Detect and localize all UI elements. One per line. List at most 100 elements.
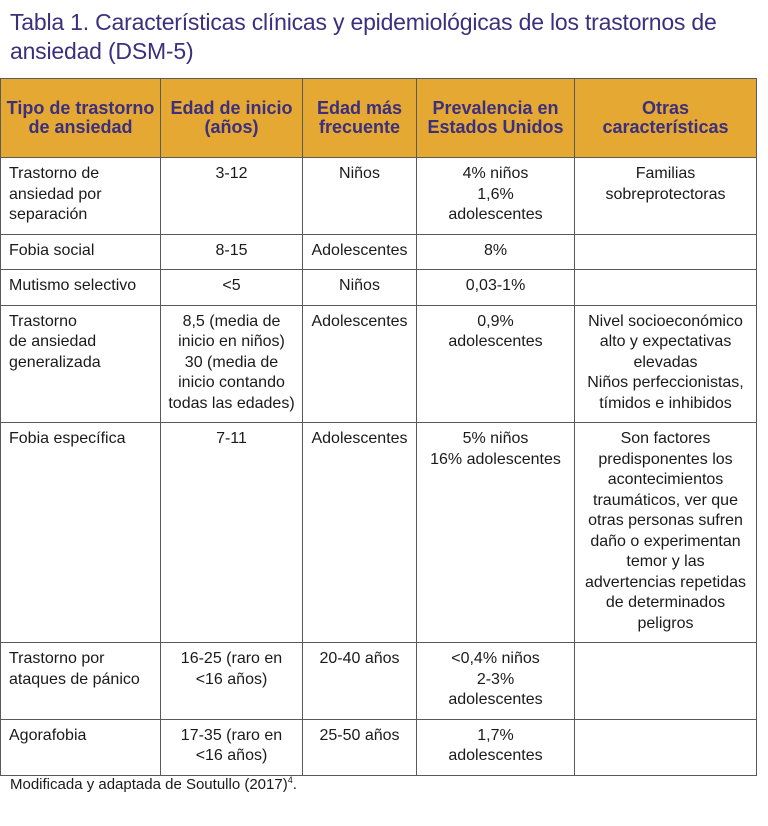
cell-text-line: tímidos e inhibidos — [599, 394, 732, 412]
cell-text-line: acontecimientos — [607, 471, 724, 488]
cell-edad-frecuente: Adolescentes — [302, 422, 417, 643]
table-row: Fobia social 8-15 Adolescentes 8% — [0, 233, 757, 270]
cell-text-line: Trastorno — [9, 312, 77, 330]
table-row: Agorafobia 17-35 (raro en <16 años) 25-50 a… — [0, 718, 757, 776]
cell-text-line: <16 años) — [195, 747, 268, 764]
cell-tipo: Trastorno de ansiedad generalizada — [0, 304, 161, 423]
cell-prevalencia: 5% niños 16% adolescentes — [416, 422, 575, 643]
cell-edad-frecuente: Niños — [302, 157, 417, 235]
cell-text-line: temor y las — [626, 553, 705, 570]
footnote-text: Modificada y adaptada de Soutullo (2017) — [10, 776, 288, 793]
cell-text-line: Adolescentes — [311, 430, 408, 447]
cell-edad-frecuente: Adolescentes — [302, 233, 417, 270]
cell-text-line: Mutismo selectivo — [9, 277, 137, 294]
cell-text-line: adolescentes — [448, 206, 543, 223]
cell-prevalencia: <0,4% niños 2-3% adolescentes — [416, 642, 575, 720]
cell-text-line: peligros — [637, 614, 694, 632]
cell-edad-inicio: 7-11 — [160, 422, 303, 643]
header-edad-inicio: Edad de inicio (años) — [160, 78, 303, 158]
cell-text-line: adolescentes — [448, 333, 543, 350]
cell-text-line: Fobia específica — [9, 430, 126, 447]
cell-edad-inicio: 8,5 (media de inicio en niños) 30 (media d… — [160, 304, 303, 423]
cell-tipo: Mutismo selectivo — [0, 269, 161, 306]
cell-edad-inicio: 16-25 (raro en <16 años) — [160, 642, 303, 720]
cell-text-line: otras personas sufren — [588, 512, 743, 529]
cell-text-line: 0,9% — [477, 312, 514, 330]
cell-text-line: 16-25 (raro en — [180, 650, 283, 667]
cell-text-line: elevadas — [633, 353, 698, 371]
cell-prevalencia: 4% niños 1,6% adolescentes — [416, 157, 575, 235]
cell-otras — [574, 269, 757, 306]
cell-edad-frecuente: Niños — [302, 269, 417, 306]
cell-otras — [574, 642, 757, 720]
header-tipo: Tipo de trastorno de ansiedad — [0, 78, 161, 158]
cell-text-line: Niños — [339, 165, 380, 182]
cell-tipo: Trastorno por ataques de pánico — [0, 642, 161, 720]
footnote: Modificada y adaptada de Soutullo (2017)… — [10, 775, 297, 793]
cell-text-line: adolescentes — [448, 747, 543, 764]
cell-text-line: 8,5 (media de — [182, 312, 281, 330]
cell-text-line: inicio en niños) — [178, 333, 285, 350]
cell-text-line: Trastorno de ansiedad por separación — [9, 165, 102, 223]
cell-text-line: 5% niños — [462, 430, 529, 447]
footnote-end: . — [292, 776, 297, 793]
cell-text-line: 8-15 — [215, 241, 248, 259]
cell-text-line: Adolescentes — [311, 312, 408, 330]
table-row: Mutismo selectivo <5 Niños 0,03-1% — [0, 269, 757, 306]
cell-text-line: 8% — [483, 241, 508, 259]
cell-otras: Son factores predisponentes los acontecimi… — [574, 422, 757, 643]
cell-text-line: 25-50 años — [319, 726, 400, 744]
cell-text-line: Fobia social — [9, 241, 95, 259]
table-container: Tipo de trastorno de ansiedad Edad de in… — [0, 78, 757, 776]
cell-text-line: sobreprotectoras — [605, 185, 726, 203]
cell-text-line: Niños perfeccionistas, — [587, 374, 744, 391]
cell-text-line: predisponentes los — [598, 450, 733, 468]
cell-text-line: 7-11 — [216, 430, 247, 447]
cell-text-line: 30 (media de — [184, 353, 279, 371]
cell-text-line: <0,4% niños — [451, 650, 540, 667]
cell-text-line: 2-3% — [476, 670, 515, 688]
cell-otras: Nivel socioeconómico alto y expectativas e… — [574, 304, 757, 423]
cell-edad-frecuente: 25-50 años — [302, 718, 417, 776]
cell-text-line: <16 años) — [195, 670, 268, 688]
table-header-row: Tipo de trastorno de ansiedad Edad de in… — [0, 78, 757, 158]
cell-text-line: Adolescentes — [311, 241, 408, 259]
cell-text-line: Trastorno por — [9, 650, 105, 667]
cell-otras — [574, 233, 757, 270]
cell-text-line: 4% niños — [462, 165, 529, 182]
header-edad-frecuente: Edad más frecuente — [302, 78, 417, 158]
cell-prevalencia: 0,9% adolescentes — [416, 304, 575, 423]
cell-text-line: inicio contando — [178, 374, 285, 391]
footnote-ref: 4 — [287, 775, 293, 785]
cell-tipo: Fobia específica — [0, 422, 161, 643]
anxiety-disorders-table: Tipo de trastorno de ansiedad Edad de in… — [0, 78, 757, 776]
cell-text-line: 17-35 (raro en — [180, 726, 283, 744]
cell-edad-inicio: 8-15 — [160, 233, 303, 270]
table-title: Tabla 1. Características clínicas y epid… — [10, 9, 717, 64]
table-row: Trastorno de ansiedad generalizada 8,5 (med… — [0, 304, 757, 423]
cell-prevalencia: 8% — [416, 233, 575, 270]
cell-text-line: alto y expectativas — [599, 333, 732, 350]
cell-text-line: de ansiedad — [9, 333, 97, 350]
cell-text-line: 1,6% — [477, 185, 514, 203]
cell-edad-inicio: <5 — [160, 269, 303, 306]
cell-otras: Familias sobreprotectoras — [574, 157, 757, 235]
cell-text-line: Familias — [635, 165, 696, 182]
cell-text-line: generalizada — [9, 353, 101, 371]
cell-otras — [574, 718, 757, 776]
cell-edad-inicio: 17-35 (raro en <16 años) — [160, 718, 303, 776]
cell-text-line: <5 — [222, 277, 241, 294]
cell-tipo: Agorafobia — [0, 718, 161, 776]
cell-text-line: traumáticos, ver que — [593, 491, 738, 509]
cell-edad-frecuente: 20-40 años — [302, 642, 417, 720]
cell-text-line: advertencias repetidas — [585, 573, 746, 591]
table-row: Trastorno de ansiedad por separación 3-12… — [0, 157, 757, 235]
table-row: Trastorno por ataques de pánico 16-25 (rar… — [0, 642, 757, 720]
cell-text-line: de determinados — [605, 594, 726, 611]
header-prevalencia: Prevalencia en Estados Unidos — [416, 78, 575, 158]
cell-text-line: adolescentes — [448, 691, 543, 708]
table-row: Fobia específica 7-11 Adolescentes 5% niños… — [0, 422, 757, 643]
cell-text-line: Agorafobia — [9, 726, 87, 744]
cell-text-line: 16% adolescentes — [430, 450, 561, 468]
cell-text-line: Niños — [339, 277, 380, 294]
